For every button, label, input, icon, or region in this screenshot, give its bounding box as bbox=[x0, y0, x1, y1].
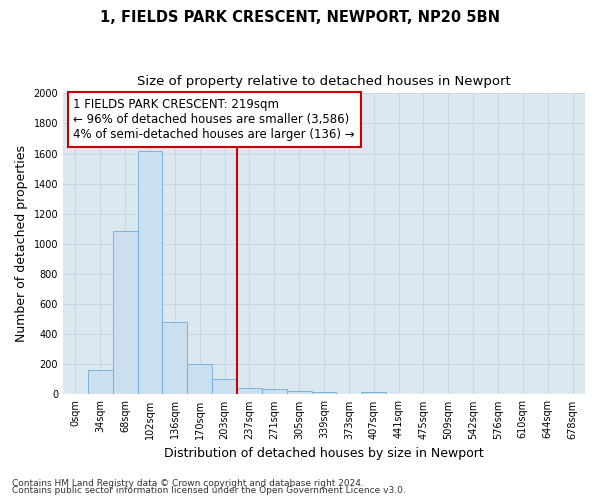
X-axis label: Distribution of detached houses by size in Newport: Distribution of detached houses by size … bbox=[164, 447, 484, 460]
Bar bbox=[113, 231, 137, 394]
Bar bbox=[212, 380, 237, 394]
Bar bbox=[262, 389, 287, 394]
Title: Size of property relative to detached houses in Newport: Size of property relative to detached ho… bbox=[137, 75, 511, 88]
Bar bbox=[361, 392, 386, 394]
Bar bbox=[88, 370, 113, 394]
Bar bbox=[187, 364, 212, 394]
Bar bbox=[287, 392, 311, 394]
Bar bbox=[163, 322, 187, 394]
Text: 1 FIELDS PARK CRESCENT: 219sqm
← 96% of detached houses are smaller (3,586)
4% o: 1 FIELDS PARK CRESCENT: 219sqm ← 96% of … bbox=[73, 98, 355, 141]
Text: 1, FIELDS PARK CRESCENT, NEWPORT, NP20 5BN: 1, FIELDS PARK CRESCENT, NEWPORT, NP20 5… bbox=[100, 10, 500, 25]
Text: Contains public sector information licensed under the Open Government Licence v3: Contains public sector information licen… bbox=[12, 486, 406, 495]
Bar bbox=[311, 392, 337, 394]
Bar bbox=[137, 150, 163, 394]
Text: Contains HM Land Registry data © Crown copyright and database right 2024.: Contains HM Land Registry data © Crown c… bbox=[12, 478, 364, 488]
Y-axis label: Number of detached properties: Number of detached properties bbox=[15, 146, 28, 342]
Bar bbox=[237, 388, 262, 394]
